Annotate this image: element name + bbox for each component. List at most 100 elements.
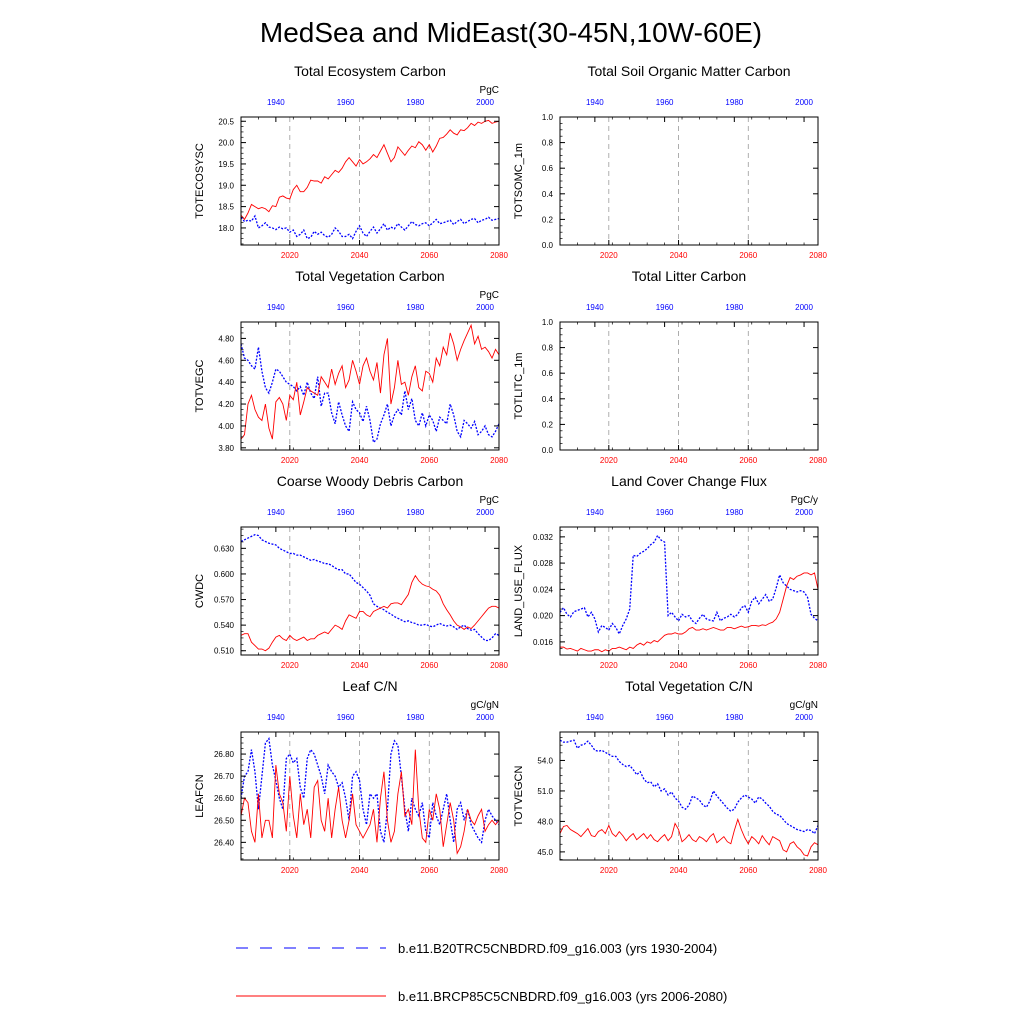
panel-2-units: PgC: [480, 290, 499, 301]
panel-4-ylabel: CWDC: [194, 574, 206, 608]
panel-1-ytick-label: 1.0: [542, 113, 554, 122]
panel-4-xtick-bottom-label: 2020: [281, 661, 299, 670]
panel-1-xtick-bottom-label: 2060: [739, 251, 757, 260]
panel-6-ytick-label: 26.50: [214, 816, 235, 825]
panel-6-ytick-label: 26.40: [214, 838, 235, 847]
panel-1-xtick-top-label: 2000: [795, 98, 813, 107]
panel-2-ytick-label: 4.40: [218, 378, 234, 387]
panel-6-xtick-bottom-label: 2080: [490, 866, 508, 875]
panel-6-xtick-top-label: 1980: [406, 713, 424, 722]
panel-1-frame: [559, 116, 819, 246]
panel-0: Total Ecosystem Carbon PgC TOTECOSYSC 18.0 1…: [194, 63, 508, 260]
panel-0-ytick-label: 20.0: [218, 139, 234, 148]
panel-0-ytick-label: 18.0: [218, 224, 234, 233]
panel-6-xtick-top-label: 2000: [476, 713, 494, 722]
panel-4-xtick-top-label: 1940: [267, 508, 285, 517]
panel-7-ylabel: TOTVEGCN: [513, 765, 525, 826]
panel-0-xtick-top-label: 1960: [337, 98, 355, 107]
panel-0-frame: [240, 116, 500, 246]
panel-0-ytick-label: 19.5: [218, 160, 234, 169]
panel-3-ylabel: TOTLITC_1m: [513, 352, 525, 419]
panel-4-xtick-bottom-label: 2080: [490, 661, 508, 670]
panel-1-ytick-label: 0.2: [542, 215, 554, 224]
panel-7-units: gC/gN: [790, 700, 818, 711]
panel-7-xtick-bottom-label: 2080: [809, 866, 827, 875]
panel-2-xtick-top-label: 1960: [337, 303, 355, 312]
panel-3: Total Litter Carbon TOTLITC_1m 0.0 0.2 0.4 0.…: [513, 268, 827, 465]
panel-7-xtick-bottom-label: 2060: [739, 866, 757, 875]
panel-6-title: Leaf C/N: [342, 678, 397, 694]
panel-2-ytick-label: 3.80: [218, 444, 234, 453]
panel-6-xtick-top-label: 1940: [267, 713, 285, 722]
panel-0-xtick-bottom-label: 2040: [351, 251, 369, 260]
panel-0-title: Total Ecosystem Carbon: [294, 63, 446, 79]
panel-1-xtick-top-label: 1960: [656, 98, 674, 107]
panel-6-xtick-bottom-label: 2020: [281, 866, 299, 875]
panel-3-xtick-bottom-label: 2060: [739, 456, 757, 465]
panel-1-title: Total Soil Organic Matter Carbon: [587, 63, 790, 79]
panel-5-xtick-top-label: 1980: [725, 508, 743, 517]
panel-0-ytick-label: 20.5: [218, 117, 234, 126]
panel-5-xtick-bottom-label: 2060: [739, 661, 757, 670]
panel-7-title: Total Vegetation C/N: [625, 678, 753, 694]
panel-2-series-hist: [241, 343, 499, 444]
panel-1-xtick-top-label: 1940: [586, 98, 604, 107]
panel-1-ytick-label: 0.6: [542, 164, 554, 173]
panel-3-ytick-label: 0.6: [542, 369, 554, 378]
panel-1-xtick-top-label: 1980: [725, 98, 743, 107]
panel-5: Land Cover Change Flux PgC/y LAND_USE_FLUX…: [513, 473, 827, 670]
panel-4-ytick-label: 0.540: [214, 621, 235, 630]
panel-2-title: Total Vegetation Carbon: [295, 268, 444, 284]
panel-1-ytick-label: 0.4: [542, 190, 554, 199]
panel-0-series-hist: [241, 214, 499, 240]
panel-5-series-hist: [560, 534, 818, 636]
panel-4-ytick-label: 0.630: [214, 544, 235, 553]
panel-1-ytick-label: 0.0: [542, 241, 554, 250]
panel-4-ytick-label: 0.600: [214, 570, 235, 579]
panel-2-xtick-top-label: 2000: [476, 303, 494, 312]
panel-4-xtick-bottom-label: 2060: [420, 661, 438, 670]
panel-2-series-rcp: [241, 323, 499, 440]
panel-3-xtick-top-label: 1980: [725, 303, 743, 312]
panel-6: Leaf C/N gC/gN LEAFCN 26.40 26.50 26.60 26.70 2…: [194, 678, 508, 875]
panel-3-ytick-label: 0.2: [542, 420, 554, 429]
panel-3-xtick-top-label: 1960: [656, 303, 674, 312]
panel-6-frame: [240, 731, 500, 861]
panel-7-ytick-label: 51.0: [537, 787, 553, 796]
panel-2-xtick-bottom-label: 2040: [351, 456, 369, 465]
panel-5-title: Land Cover Change Flux: [611, 473, 767, 489]
panel-0-series-rcp: [241, 119, 499, 221]
panel-2-ytick-label: 4.20: [218, 400, 234, 409]
panel-5-ytick-label: 0.016: [533, 638, 554, 647]
panel-5-series-rcp: [560, 572, 818, 653]
panel-2-xtick-bottom-label: 2080: [490, 456, 508, 465]
panel-4-ytick-label: 0.510: [214, 647, 235, 656]
panel-6-ytick-label: 26.60: [214, 794, 235, 803]
panel-6-xtick-bottom-label: 2040: [351, 866, 369, 875]
panel-4: Coarse Woody Debris Carbon PgC CWDC 0.510 0.…: [194, 473, 508, 670]
panel-6-series-rcp: [241, 749, 499, 855]
panel-2-xtick-bottom-label: 2020: [281, 456, 299, 465]
panel-4-xtick-top-label: 1960: [337, 508, 355, 517]
panel-3-xtick-bottom-label: 2020: [600, 456, 618, 465]
panel-5-frame: [559, 526, 819, 656]
panel-7-xtick-bottom-label: 2040: [670, 866, 688, 875]
panel-5-xtick-bottom-label: 2040: [670, 661, 688, 670]
panel-4-series-rcp: [241, 574, 499, 652]
panel-7-ytick-label: 54.0: [537, 756, 553, 765]
panel-3-ytick-label: 0.4: [542, 395, 554, 404]
panel-0-units: PgC: [480, 85, 499, 96]
panel-5-units: PgC/y: [791, 495, 818, 506]
panel-7: Total Vegetation C/N gC/gN TOTVEGCN 45.0 48.…: [513, 678, 827, 875]
main-title: MedSea and MidEast(30-45N,10W-60E): [260, 17, 762, 48]
panel-3-xtick-top-label: 1940: [586, 303, 604, 312]
panel-5-xtick-top-label: 1940: [586, 508, 604, 517]
panel-7-ytick-label: 45.0: [537, 848, 553, 857]
panel-4-xtick-top-label: 1980: [406, 508, 424, 517]
panel-0-xtick-bottom-label: 2060: [420, 251, 438, 260]
panel-6-xtick-bottom-label: 2060: [420, 866, 438, 875]
panel-7-series-rcp: [560, 817, 818, 857]
panels: Total Ecosystem Carbon PgC TOTECOSYSC 18.0 1…: [194, 63, 827, 875]
panel-5-ylabel: LAND_USE_FLUX: [513, 544, 525, 637]
panel-5-ytick-label: 0.032: [533, 533, 554, 542]
